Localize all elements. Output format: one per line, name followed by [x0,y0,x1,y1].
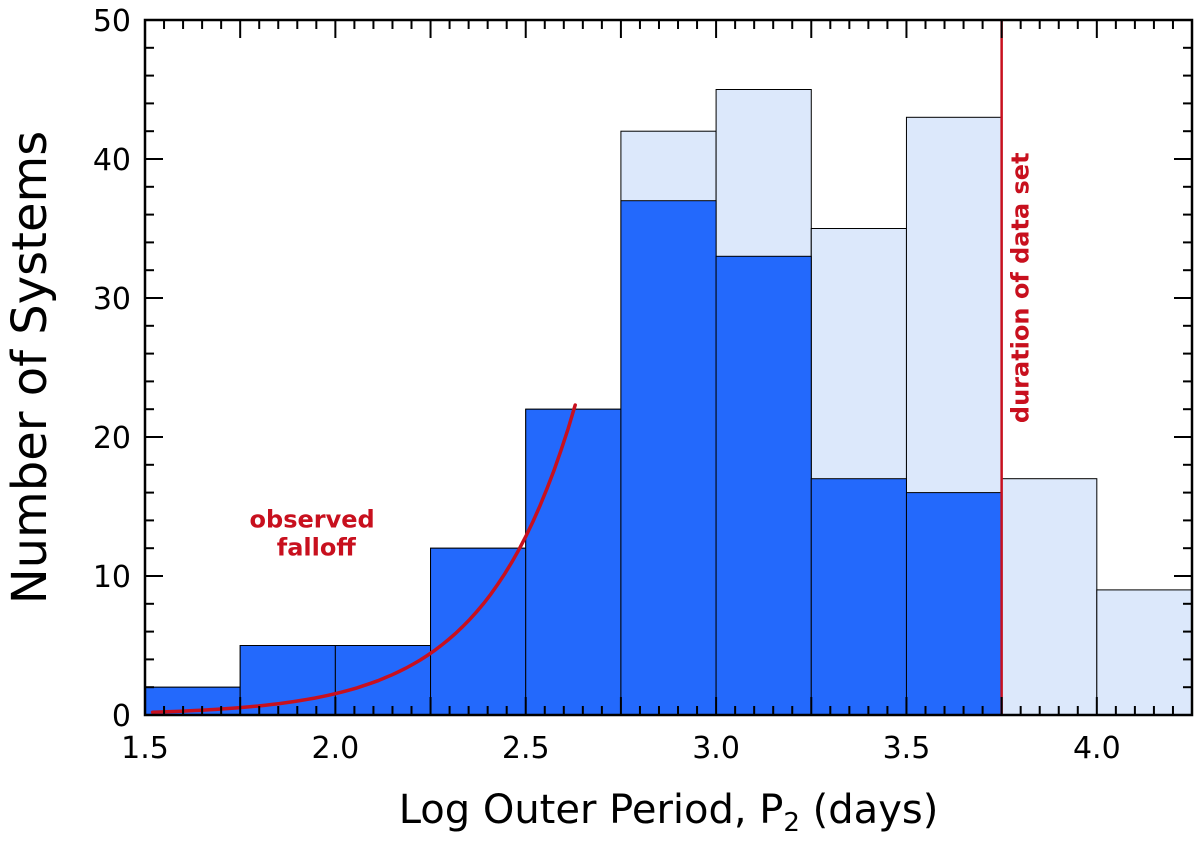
plot-frame [143,18,1194,717]
observed-falloff-label-line-1: observed [250,505,375,533]
duration-label: duration of data set [1007,152,1035,423]
y-tick-label: 50 [93,4,131,39]
x-tick-label: 2.5 [502,731,550,766]
x-tick-label: 3.5 [883,731,931,766]
y-tick-label: 0 [112,699,131,734]
y-axis-title: Number of Systems [2,131,58,605]
bar-detected-2 [334,645,432,716]
bar-detected-6 [715,255,812,716]
y-tick-label: 30 [93,282,131,317]
bar-detected-5 [620,200,717,716]
tick-labels: 1.5 2.0 2.5 3.0 3.5 4.0 0 10 20 30 40 50 [93,4,1121,766]
bar-detected-4 [525,408,622,716]
x-axis-title-main: Log Outer Period, P [399,787,784,833]
x-tick-label: 2.0 [312,731,360,766]
x-tick-label: 1.5 [121,731,169,766]
bar-detected-8 [905,492,1003,716]
x-tick-label: 3.0 [692,731,740,766]
bar-detected-3 [430,547,527,716]
bar-detected-7 [810,478,907,716]
x-axis-title-suffix: (days) [800,787,938,833]
y-tick-label: 40 [93,143,131,178]
y-tick-label: 10 [93,560,131,595]
bars-detected-series [144,200,1003,716]
x-tick-label: 4.0 [1073,731,1121,766]
bar-total-9 [1001,478,1098,716]
observed-falloff-curve [150,403,577,714]
observed-falloff-label-line-2: falloff [277,533,357,561]
observed-falloff-label: observed falloff [250,505,384,561]
x-axis-title: Log Outer Period, P2 (days) [399,787,939,838]
bar-total-10 [1096,589,1193,716]
y-tick-label: 20 [93,421,131,456]
x-axis-title-subscript: 2 [783,808,800,838]
